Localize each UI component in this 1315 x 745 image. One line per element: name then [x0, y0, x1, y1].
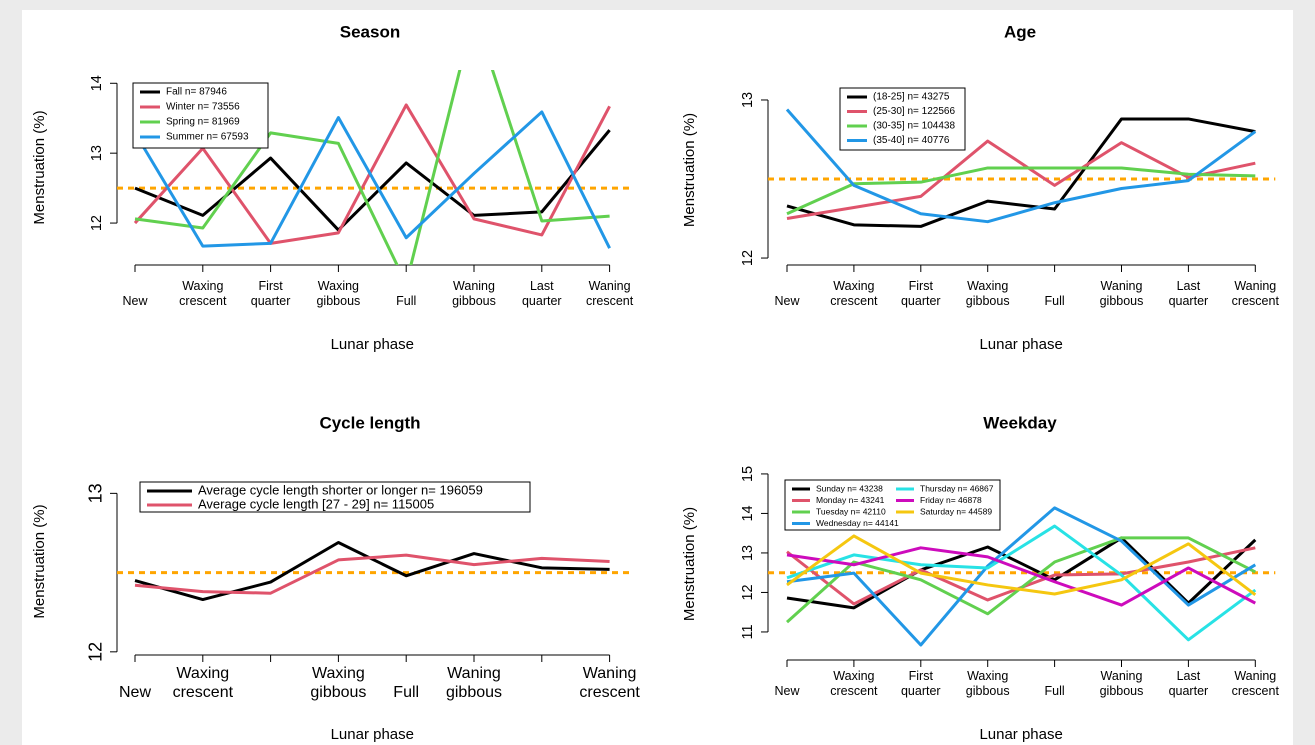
legend-label: Friday n= 46878: [920, 495, 982, 505]
legend-label: Saturday n= 44589: [920, 506, 992, 516]
y-axis-label: Menstruation (%): [681, 507, 698, 621]
x-tick-label: Waxing crescent: [179, 279, 227, 308]
series-line: [786, 166, 1256, 216]
x-tick-label: Last quarter: [1168, 669, 1209, 698]
legend-label: (25-30] n= 122566: [873, 106, 955, 117]
x-tick-label: Waxing crescent: [830, 669, 878, 698]
legend-label: Average cycle length [27 - 29] n= 115005: [198, 496, 434, 511]
series-line: [786, 506, 1257, 647]
plot-lines: [768, 506, 1276, 647]
legend-label: Winter n= 73556: [166, 102, 240, 113]
series-line: [785, 536, 1256, 624]
series-line: [786, 524, 1257, 642]
y-tick-label: 12: [86, 642, 106, 662]
series-line: [786, 117, 1256, 228]
x-tick-label: First quarter: [900, 669, 941, 698]
series-line: [133, 110, 611, 249]
x-tick-label: Waning crescent: [1231, 669, 1279, 698]
x-tick-label: Full: [1044, 684, 1065, 698]
x-tick-label: New: [774, 294, 800, 308]
x-tick-label: Waning crescent: [585, 279, 634, 308]
x-tick-label: Waxing crescent: [830, 279, 878, 308]
series-line: [786, 139, 1256, 221]
series-line: [134, 553, 610, 595]
x-tick-label: Waning gibbous: [445, 665, 503, 701]
x-tick-label: New: [122, 294, 148, 308]
x-tick-label: Waxing gibbous: [965, 669, 1010, 698]
x-tick-label: Full: [1044, 294, 1065, 308]
x-tick-label: Waning crescent: [1231, 279, 1279, 308]
y-tick-label: 15: [740, 466, 756, 482]
series-line: [134, 70, 610, 265]
x-tick-label: New: [118, 684, 151, 701]
x-tick-label: Full: [396, 294, 417, 308]
plot-lines: [117, 540, 630, 602]
y-tick-label: 11: [740, 624, 756, 639]
legend-box: [784, 479, 1001, 531]
legend-label: Wednesday n= 44141: [816, 518, 899, 528]
series-line: [786, 546, 1256, 607]
series-line: [134, 540, 610, 602]
x-tick-label: Waning gibbous: [1099, 669, 1144, 698]
y-tick-label: 12: [89, 215, 105, 231]
x-tick-label: Waxing gibbous: [316, 279, 361, 308]
y-tick-label: 12: [740, 584, 756, 600]
x-axis-label: Lunar phase: [331, 336, 414, 353]
x-tick-label: Full: [393, 684, 420, 701]
legend-label: (35-40] n= 40776: [873, 135, 950, 146]
y-tick-label: 13: [86, 483, 106, 503]
chart-title: Weekday: [983, 413, 1057, 432]
series-line: [134, 129, 611, 232]
legend-label: Thursday n= 46867: [920, 483, 994, 493]
legend-label: Fall n= 87946: [166, 87, 227, 98]
legend-label: Monday n= 43241: [816, 495, 885, 505]
x-axis-label: Lunar phase: [331, 726, 414, 743]
legend-box: [139, 481, 531, 513]
chart-title: Age: [1004, 22, 1036, 41]
chart-title: Season: [340, 22, 400, 41]
x-tick-label: Waxing gibbous: [310, 665, 367, 701]
series-line: [785, 108, 1257, 224]
y-axis-label: Menstruation (%): [31, 504, 48, 618]
x-tick-label: First quarter: [900, 279, 941, 308]
legend-label: Sunday n= 43238: [816, 483, 883, 493]
x-axis-label: Lunar phase: [979, 336, 1062, 353]
series-line: [786, 536, 1257, 610]
y-tick-label: 13: [740, 92, 756, 108]
y-tick-label: 13: [89, 145, 105, 161]
legend-label: Average cycle length shorter or longer n…: [198, 482, 483, 497]
y-axis-label: Menstruation (%): [681, 113, 698, 227]
y-tick-label: 12: [740, 250, 756, 266]
x-axis-label: Lunar phase: [979, 726, 1062, 743]
x-tick-label: First quarter: [250, 279, 291, 308]
legend-label: (30-35] n= 104438: [873, 121, 955, 132]
series-line: [133, 103, 611, 245]
legend-label: Tuesday n= 42110: [816, 506, 886, 516]
legend-label: Spring n= 81969: [166, 117, 240, 128]
legend-label: Summer n= 67593: [166, 132, 249, 143]
chart-title: Cycle length: [319, 413, 420, 432]
x-tick-label: New: [774, 684, 800, 698]
x-tick-label: Last quarter: [1168, 279, 1209, 308]
legend-label: (18-25] n= 43275: [873, 92, 950, 103]
series-line: [786, 534, 1257, 597]
x-tick-label: Waning crescent: [579, 665, 640, 701]
x-tick-label: Waning gibbous: [452, 279, 496, 308]
plot-lines: [768, 108, 1276, 228]
x-tick-label: Waxing gibbous: [965, 279, 1010, 308]
x-tick-label: Last quarter: [521, 279, 562, 308]
plot-lines: [117, 70, 630, 265]
x-tick-label: Waxing crescent: [172, 665, 234, 701]
y-axis-label: Menstruation (%): [31, 110, 48, 224]
y-tick-label: 14: [89, 75, 105, 91]
y-tick-label: 13: [740, 545, 756, 561]
x-tick-label: Waning gibbous: [1099, 279, 1144, 308]
y-tick-label: 14: [740, 505, 756, 521]
